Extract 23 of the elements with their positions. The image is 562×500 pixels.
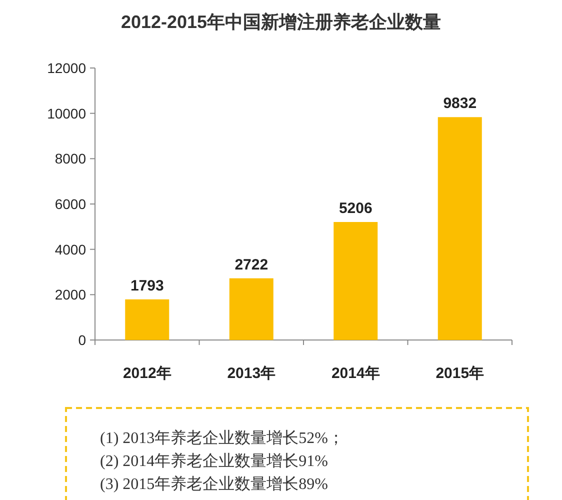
x-tick-label: 2014年 (331, 365, 380, 382)
y-tick-label: 12000 (47, 60, 86, 76)
x-tick-label: 2015年 (436, 365, 484, 382)
bar (229, 278, 274, 340)
data-label: 2722 (234, 256, 268, 274)
data-label: 9832 (443, 95, 477, 112)
bar (334, 222, 378, 340)
bar (438, 117, 482, 340)
data-label: 5206 (338, 200, 372, 217)
text: (1) 2013年养老企业数量增长52%； (100, 429, 344, 447)
data-label: 1793 (130, 277, 164, 294)
text: (2) 2014年养老企业数量增长91% (100, 452, 328, 470)
y-tick-label: 6000 (54, 196, 86, 212)
y-tick-label: 10000 (47, 105, 86, 122)
text: (3) 2015年养老企业数量增长89% (100, 475, 328, 493)
y-tick-label: 4000 (54, 241, 86, 258)
x-tick-label: 2013年 (227, 365, 276, 382)
y-tick-label: 2000 (54, 286, 86, 303)
x-tick-label: 2012年 (122, 365, 172, 382)
bar (125, 299, 170, 340)
y-tick-label: 0 (78, 332, 86, 348)
chart-title: 2012-2015年中国新增注册养老企业数量 (120, 12, 442, 32)
y-tick-label: 8000 (54, 150, 86, 167)
